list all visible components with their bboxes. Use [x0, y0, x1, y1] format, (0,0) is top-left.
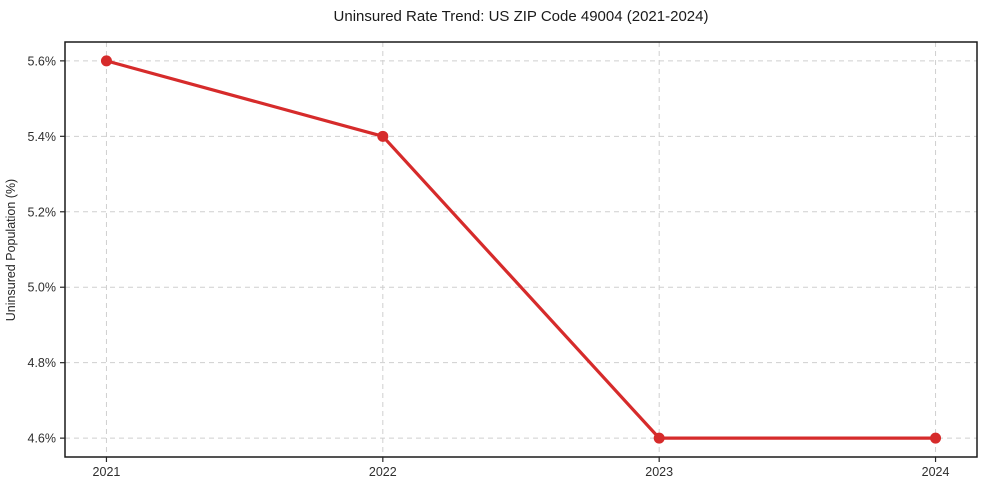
y-tick-label: 5.6% — [28, 54, 57, 68]
data-point-marker — [930, 432, 942, 444]
y-tick-label: 4.8% — [28, 356, 57, 370]
x-tick-label: 2022 — [369, 465, 397, 479]
plot-border — [64, 41, 978, 458]
y-tick-label: 5.2% — [28, 205, 57, 219]
data-point-marker — [100, 55, 112, 67]
data-point-marker — [653, 432, 665, 444]
x-tick-label: 2023 — [645, 465, 673, 479]
data-point-marker — [377, 130, 389, 142]
trend-line — [104, 59, 938, 440]
axis-layer: 2021 2022 2023 2024 4.6% 4.8% 5.0% 5.2% 5.4% 5.6% — [28, 41, 978, 479]
y-axis-title: Uninsured Population (%) — [4, 179, 18, 321]
grid-layer — [65, 42, 977, 457]
x-tick-label: 2024 — [922, 465, 950, 479]
y-tick-label: 5.4% — [28, 130, 57, 144]
y-tick-label: 4.6% — [28, 432, 57, 446]
chart-title: Uninsured Rate Trend: US ZIP Code 49004 … — [334, 8, 709, 25]
y-tick-label: 5.0% — [28, 281, 57, 295]
x-tick-label: 2021 — [93, 465, 121, 479]
series-layer — [100, 55, 942, 444]
